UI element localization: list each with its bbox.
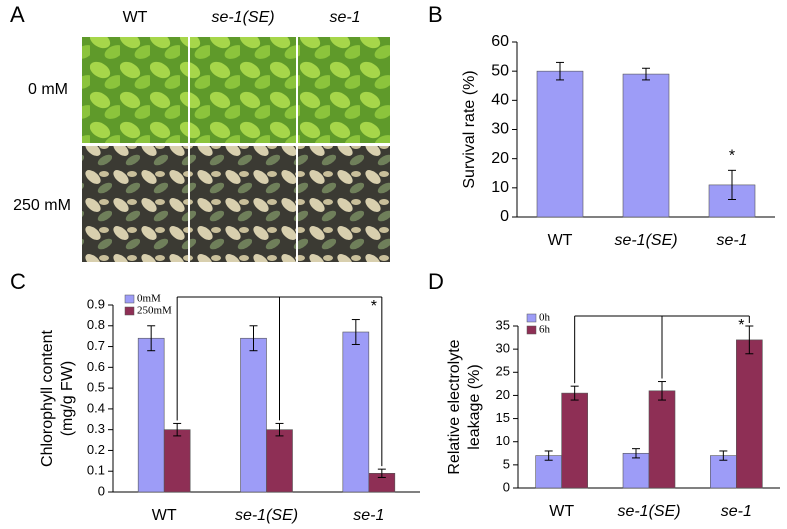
- error-bar: [173, 422, 182, 437]
- y-tick-label: 10: [496, 433, 510, 448]
- error-bar: [275, 422, 284, 437]
- bar: [240, 337, 267, 493]
- column-label: WT: [123, 9, 148, 26]
- error-bar: [632, 448, 640, 459]
- y-axis-label: (mg/g FW): [59, 361, 76, 437]
- y-tick-label: 0: [500, 208, 509, 225]
- bar: [266, 429, 293, 493]
- row-label: 250 mM: [13, 197, 71, 214]
- row-label: 0 mM: [28, 81, 68, 98]
- y-tick-label: 10: [491, 179, 509, 196]
- legend-label: 0mM: [137, 293, 161, 305]
- y-tick-label: 0: [503, 479, 510, 494]
- x-tick-label: se-1: [716, 232, 747, 249]
- panel-a: A WT se-1(SE) se-1 0 mM 250 mM: [10, 2, 390, 262]
- bar: [535, 455, 562, 489]
- bar: [622, 73, 670, 218]
- legend-swatch: [124, 306, 135, 316]
- legend-swatch: [526, 313, 537, 323]
- panel-letter: B: [428, 2, 443, 27]
- panel-letter: C: [10, 269, 26, 294]
- bar: [736, 339, 763, 489]
- error-bar: [544, 450, 553, 461]
- error-bar: [658, 381, 666, 401]
- annotation: *: [738, 317, 744, 334]
- y-axis-label: Survival rate (%): [461, 70, 478, 188]
- y-tick-label: 0.4: [87, 400, 105, 415]
- bar: [536, 70, 584, 218]
- x-tick-label: WT: [548, 232, 573, 249]
- y-axis-label: Relative electrolyte: [446, 339, 463, 474]
- photo: [298, 146, 390, 262]
- x-tick-label: WT: [152, 507, 177, 524]
- error-bar: [249, 325, 258, 352]
- photo: [298, 37, 390, 143]
- legend-label: 6h: [539, 324, 551, 336]
- y-tick-label: 0.5: [87, 380, 105, 395]
- bar: [622, 452, 650, 489]
- error-bar: [570, 385, 579, 401]
- error-bar: [351, 319, 360, 345]
- y-tick-label: 0.3: [87, 421, 105, 436]
- bar: [710, 455, 737, 489]
- panel-letter: D: [428, 269, 444, 294]
- x-tick-label: WT: [549, 503, 574, 520]
- panel-letter: A: [10, 2, 25, 27]
- y-tick-label: 30: [496, 341, 510, 356]
- error-bar: [556, 61, 564, 81]
- photo: [190, 37, 296, 143]
- error-bar: [377, 468, 386, 478]
- y-tick-label: 0.1: [87, 463, 105, 478]
- annotation: *: [729, 148, 735, 165]
- bar: [137, 337, 165, 493]
- y-axis-label: Chlorophyll content: [39, 329, 56, 467]
- y-tick-label: 35: [496, 317, 510, 332]
- error-bar: [147, 325, 156, 352]
- y-tick-label: 30: [491, 121, 509, 138]
- y-tick-label: 0.2: [87, 442, 105, 457]
- y-tick-label: 60: [491, 33, 509, 50]
- y-tick-label: 15: [496, 410, 510, 425]
- legend-swatch: [526, 325, 537, 335]
- y-tick-label: 0.7: [87, 338, 105, 353]
- y-tick-label: 0: [98, 483, 105, 498]
- y-tick-label: 0.9: [87, 296, 105, 311]
- y-tick-label: 25: [496, 364, 510, 379]
- y-tick-label: 20: [496, 387, 510, 402]
- y-tick-label: 40: [491, 92, 509, 109]
- y-tick-label: 0.8: [87, 317, 105, 332]
- bar: [342, 331, 370, 493]
- legend-label: 250mM: [137, 305, 172, 317]
- photo: [82, 146, 188, 262]
- bar: [561, 392, 588, 489]
- error-bar: [642, 67, 650, 81]
- column-label: se-1: [329, 9, 360, 26]
- y-tick-label: 50: [491, 62, 509, 79]
- error-bar: [728, 169, 736, 200]
- x-tick-label: se-1: [353, 507, 384, 524]
- bar: [163, 429, 191, 493]
- annotation: *: [371, 298, 377, 315]
- x-tick-label: se-1(SE): [614, 232, 677, 249]
- y-tick-label: 20: [491, 150, 509, 167]
- y-tick-label: 0.6: [87, 359, 105, 374]
- y-axis-label: leakage (%): [466, 364, 483, 449]
- photo: [82, 37, 188, 143]
- error-bar: [719, 450, 728, 461]
- x-tick-label: se-1: [721, 503, 752, 520]
- x-tick-label: se-1(SE): [617, 503, 680, 520]
- photo: [190, 146, 296, 262]
- column-label: se-1(SE): [211, 9, 274, 26]
- legend-label: 0h: [539, 312, 551, 324]
- bar: [648, 390, 676, 489]
- x-tick-label: se-1(SE): [235, 507, 298, 524]
- y-tick-label: 5: [503, 456, 510, 471]
- legend-swatch: [124, 294, 135, 304]
- error-bar: [745, 325, 754, 355]
